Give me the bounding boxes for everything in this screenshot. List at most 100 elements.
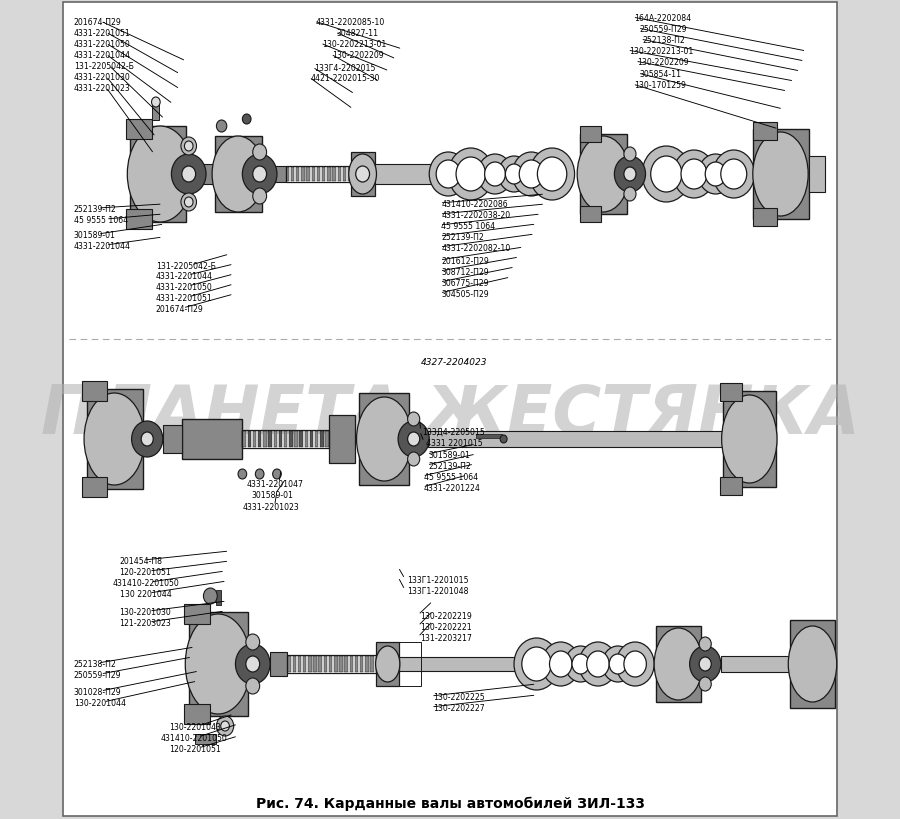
Bar [723, 391, 776, 487]
Text: 201674-П29: 201674-П29 [156, 305, 203, 314]
Ellipse shape [706, 163, 726, 187]
Text: 431410-2202086: 431410-2202086 [441, 200, 508, 209]
Bar [248, 432, 251, 447]
Circle shape [699, 637, 711, 651]
Circle shape [181, 138, 196, 156]
Bar [303, 656, 306, 672]
Ellipse shape [550, 651, 572, 677]
Circle shape [246, 678, 260, 695]
Text: 201674-П29: 201674-П29 [74, 18, 122, 27]
Text: 301589-01: 301589-01 [428, 450, 471, 459]
Bar [720, 383, 742, 401]
Ellipse shape [84, 393, 145, 486]
Ellipse shape [654, 628, 703, 700]
Bar [184, 604, 211, 624]
Bar [310, 432, 313, 447]
Ellipse shape [484, 163, 506, 187]
Ellipse shape [456, 158, 485, 192]
Text: 4331-2201224: 4331-2201224 [424, 483, 481, 492]
Ellipse shape [752, 133, 808, 217]
Bar [287, 655, 376, 673]
Bar [359, 393, 410, 486]
Text: 4331 2201015: 4331 2201015 [426, 438, 482, 447]
Bar [215, 137, 262, 213]
Text: 130-2202213-01: 130-2202213-01 [629, 47, 694, 56]
Bar [476, 434, 502, 438]
Ellipse shape [699, 657, 711, 672]
Text: 201612-П29: 201612-П29 [441, 256, 489, 265]
Bar [317, 168, 320, 182]
Bar [334, 656, 338, 672]
Bar [721, 656, 790, 672]
Circle shape [203, 588, 217, 604]
Text: 4327-2204023: 4327-2204023 [421, 358, 488, 367]
Ellipse shape [514, 638, 559, 690]
Ellipse shape [141, 432, 153, 446]
Text: 130-2202213-01: 130-2202213-01 [322, 40, 386, 49]
Bar [302, 168, 305, 182]
Ellipse shape [512, 153, 551, 197]
Ellipse shape [127, 127, 194, 223]
Text: 252139-П2: 252139-П2 [74, 205, 116, 214]
Text: 130-2202219: 130-2202219 [419, 611, 472, 620]
Ellipse shape [506, 165, 523, 185]
Circle shape [408, 413, 419, 427]
Text: 121-2203023: 121-2203023 [120, 618, 171, 627]
Bar [345, 656, 348, 672]
Circle shape [256, 469, 264, 479]
Text: 308712-П29: 308712-П29 [441, 268, 489, 277]
Ellipse shape [529, 149, 574, 201]
Bar [300, 432, 303, 447]
Ellipse shape [448, 149, 493, 201]
Ellipse shape [182, 167, 195, 183]
Bar [253, 432, 256, 447]
Bar [296, 168, 300, 182]
Bar [349, 656, 353, 672]
Text: 45 9555 1064: 45 9555 1064 [74, 215, 128, 224]
Text: 4331-2202038-20: 4331-2202038-20 [441, 210, 510, 219]
Ellipse shape [499, 156, 529, 192]
Ellipse shape [722, 396, 777, 483]
Ellipse shape [713, 151, 754, 199]
Ellipse shape [436, 161, 461, 188]
Bar [752, 130, 809, 219]
Bar [328, 656, 332, 672]
Ellipse shape [577, 137, 629, 213]
Bar [326, 432, 328, 447]
Bar [285, 168, 289, 182]
Text: 133Г1-2201015: 133Г1-2201015 [407, 575, 468, 584]
Text: 4331-2201050: 4331-2201050 [74, 40, 130, 49]
Text: ПЛАНЕТА ЖЕСТЯНКА: ПЛАНЕТА ЖЕСТЯНКА [40, 382, 859, 447]
Bar [287, 656, 291, 672]
Circle shape [184, 142, 194, 152]
Ellipse shape [349, 155, 376, 195]
Bar [355, 656, 358, 672]
Ellipse shape [185, 614, 251, 714]
Bar [242, 431, 328, 449]
Bar [130, 127, 186, 223]
Bar [294, 432, 298, 447]
Text: 4331-2201044: 4331-2201044 [74, 51, 130, 60]
Bar [752, 123, 777, 141]
Ellipse shape [429, 153, 467, 197]
Bar [320, 432, 324, 447]
Bar [306, 168, 310, 182]
Bar [86, 390, 143, 490]
Text: 252139-П2: 252139-П2 [441, 233, 484, 242]
Ellipse shape [356, 167, 370, 183]
Text: 4331-2202082-10: 4331-2202082-10 [441, 244, 510, 253]
Bar [82, 477, 106, 497]
Bar [720, 477, 742, 495]
Ellipse shape [579, 642, 617, 686]
Bar [292, 656, 296, 672]
Bar [216, 590, 220, 605]
Circle shape [216, 121, 227, 133]
Bar [343, 168, 346, 182]
Text: 164А-2202084: 164А-2202084 [634, 14, 691, 23]
Circle shape [699, 677, 711, 691]
Text: 4331-2201050: 4331-2201050 [156, 283, 212, 292]
Circle shape [624, 188, 636, 201]
Bar [298, 656, 302, 672]
Ellipse shape [698, 155, 733, 195]
Text: 304505-П29: 304505-П29 [441, 290, 489, 299]
